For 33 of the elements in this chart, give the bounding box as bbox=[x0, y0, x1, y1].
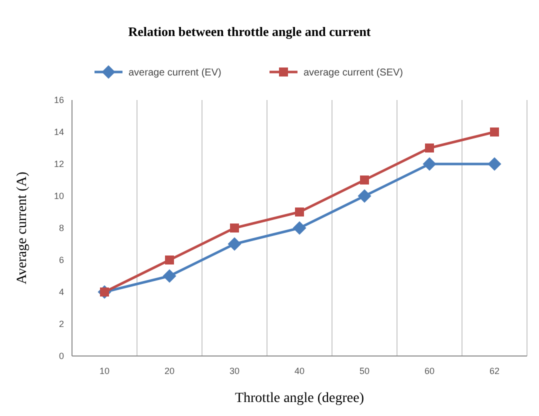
y-tick-label: 14 bbox=[54, 127, 64, 138]
x-tick-label: 10 bbox=[99, 366, 110, 376]
legend-label: average current (SEV) bbox=[304, 68, 403, 78]
legend-label: average current (EV) bbox=[128, 68, 222, 78]
y-tick-label: 2 bbox=[58, 319, 64, 330]
point bbox=[165, 256, 174, 264]
y-tick-label: 12 bbox=[54, 159, 64, 170]
x-tick-label: 20 bbox=[164, 366, 175, 376]
y-tick-label: 0 bbox=[58, 351, 64, 362]
x-axis-title: Throttle angle (degree) bbox=[234, 391, 364, 406]
x-tick-label: 40 bbox=[294, 366, 305, 376]
point bbox=[292, 221, 306, 235]
y-tick-label: 8 bbox=[58, 223, 64, 234]
point bbox=[422, 157, 436, 171]
x-tick-label: 30 bbox=[229, 366, 240, 376]
y-axis-title: Average current (A) bbox=[15, 171, 30, 284]
y-tick-label: 4 bbox=[58, 287, 64, 298]
x-tick-label: 60 bbox=[424, 366, 435, 376]
point bbox=[490, 128, 499, 136]
point bbox=[488, 157, 502, 171]
point bbox=[295, 208, 304, 216]
point bbox=[230, 224, 239, 232]
point bbox=[162, 269, 176, 283]
y-tick-label: 10 bbox=[54, 191, 64, 202]
x-tick-label: 50 bbox=[359, 366, 370, 376]
point bbox=[425, 144, 434, 152]
y-tick-label: 16 bbox=[54, 95, 64, 106]
chart-title: Relation between throttle angle and current bbox=[128, 24, 372, 39]
point bbox=[360, 176, 369, 184]
point bbox=[228, 237, 242, 251]
y-tick-label: 6 bbox=[58, 255, 64, 266]
x-tick-label: 62 bbox=[489, 366, 500, 376]
point bbox=[358, 189, 372, 203]
